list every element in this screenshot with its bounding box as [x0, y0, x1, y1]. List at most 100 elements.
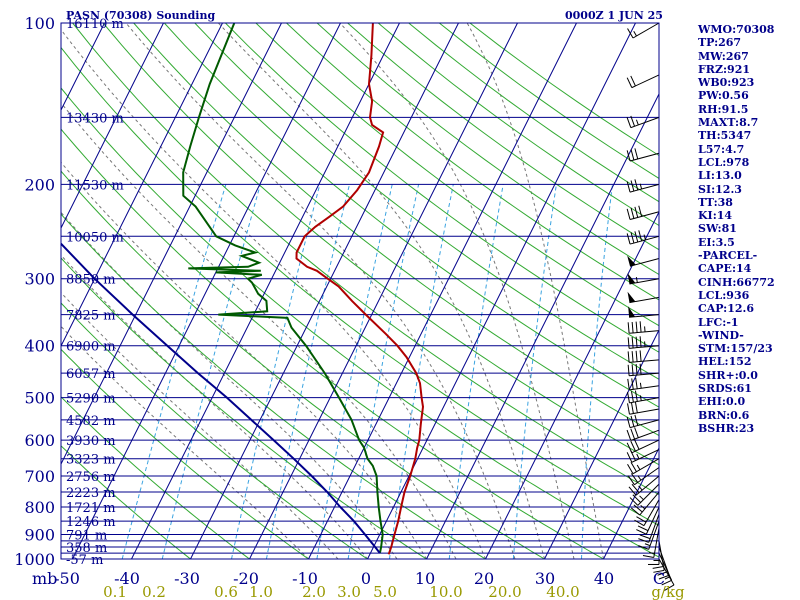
wind-barb-full	[627, 337, 630, 349]
dry-adiabat-line	[60, 170, 545, 560]
wind-barb	[626, 148, 660, 162]
wind-barb-full	[635, 321, 638, 333]
index-item: -WIND-	[698, 328, 744, 342]
isobar-lines	[61, 22, 659, 560]
index-item: TH:5347	[698, 129, 752, 143]
wind-barb-full	[637, 525, 649, 532]
wind-barb-full	[630, 440, 636, 452]
wind-barb-full	[638, 230, 643, 242]
dry-adiabat-line	[225, 22, 660, 353]
wind-barb-half	[643, 234, 646, 241]
sounding-profiles	[60, 22, 425, 555]
dry-adiabat-line	[347, 22, 660, 251]
height-label: 358 m	[66, 541, 107, 556]
wind-barb-shaft	[629, 152, 660, 162]
pressure-tick-label: 1000	[14, 550, 55, 569]
wind-barb-full	[634, 427, 639, 438]
index-item: SHR+:0.0	[698, 368, 758, 382]
temperature-tick-label: 30	[535, 569, 555, 588]
height-label: 6057 m	[66, 367, 116, 382]
wind-barb	[627, 350, 660, 363]
height-label: 6900 m	[66, 340, 116, 355]
wind-barb-full	[630, 180, 635, 192]
mixing-ratio-line	[448, 184, 504, 560]
wind-barb-full	[630, 391, 634, 403]
moist-adiabat-line	[60, 325, 309, 560]
isotherm-line	[367, 22, 636, 560]
wind-barb-shaft	[630, 116, 660, 129]
wind-barb-half	[639, 395, 642, 401]
moist-adiabat-lines	[60, 22, 604, 560]
parcel-path	[60, 243, 381, 554]
wind-barb-shaft	[629, 330, 660, 334]
pressure-tick-label: 500	[24, 389, 55, 408]
wind-barb-shaft	[630, 429, 660, 441]
height-label: 2223 m	[66, 486, 116, 501]
height-label: 3323 m	[66, 453, 116, 468]
wind-barb-full	[627, 364, 630, 376]
wind-barb-shaft	[629, 359, 660, 363]
wind-barb-full	[626, 117, 632, 128]
wind-barb-full	[630, 402, 634, 414]
wind-barb-full	[627, 351, 630, 363]
index-item: STM:157/23	[698, 342, 773, 356]
wind-barb-shaft	[637, 483, 660, 506]
wind-barb-half	[640, 504, 646, 510]
index-item: EHI:0.0	[698, 395, 746, 409]
height-label: 4582 m	[66, 414, 116, 429]
wind-barb	[627, 377, 660, 391]
wind-barb-shaft	[635, 475, 660, 496]
wind-barb-full	[635, 350, 638, 362]
wind-barb-full	[626, 208, 631, 220]
wind-barb-full	[642, 555, 654, 558]
temperature-tick-label: 0	[361, 569, 371, 588]
dry-adiabat-line	[194, 22, 660, 380]
height-label: -57 m	[66, 553, 103, 568]
wind-barb	[627, 467, 660, 486]
dry-adiabat-line	[60, 445, 191, 560]
wind-barb-full	[639, 363, 642, 375]
wind-barb-full	[631, 321, 634, 333]
index-item: MAXT:8.7	[698, 116, 759, 130]
wind-barb-full	[657, 571, 669, 576]
wind-barb-full	[630, 507, 641, 516]
wind-barb-full	[634, 231, 639, 243]
wind-barb-full	[626, 429, 632, 441]
wind-barb-shaft	[658, 552, 673, 581]
wind-barb-full	[630, 415, 635, 427]
wind-barb	[627, 291, 660, 304]
wind-barb-pennant	[627, 255, 636, 267]
wind-barb-shaft	[629, 345, 660, 349]
wind-barb-full	[636, 516, 647, 523]
mixing-ratio-line	[121, 184, 227, 560]
isotherm-line	[60, 22, 105, 111]
wind-barb-shaft	[645, 506, 660, 535]
station-title: PASN (70308) Sounding	[66, 9, 216, 22]
dry-adiabat-lines	[60, 22, 660, 560]
wind-barb-shaft	[631, 439, 660, 454]
wind-barb	[626, 115, 660, 129]
dry-adiabat-line	[438, 22, 660, 179]
wind-barb	[626, 205, 660, 221]
isotherm-line	[60, 22, 164, 229]
wind-barb	[638, 520, 660, 550]
wind-barb	[628, 306, 660, 318]
temperature-tick-label: -50	[54, 569, 80, 588]
wind-barb	[658, 552, 673, 586]
temperature-tick-label: -30	[174, 569, 200, 588]
wind-barb-full	[626, 181, 631, 193]
wind-barb-half	[637, 475, 642, 481]
isotherm-line	[308, 22, 577, 560]
wind-barb-full	[664, 584, 675, 591]
wind-barb-full	[627, 322, 630, 334]
wind-barb	[626, 427, 660, 441]
wind-barb	[627, 401, 660, 415]
plot-frame	[60, 22, 660, 560]
wind-barb-full	[634, 519, 645, 527]
dry-adiabat-line	[60, 87, 660, 558]
wind-barb-half	[639, 382, 642, 389]
wind-barb	[627, 363, 660, 377]
height-label: 1721 m	[66, 501, 116, 516]
wind-barb-shaft	[629, 419, 660, 429]
wind-barb-full	[639, 534, 651, 540]
